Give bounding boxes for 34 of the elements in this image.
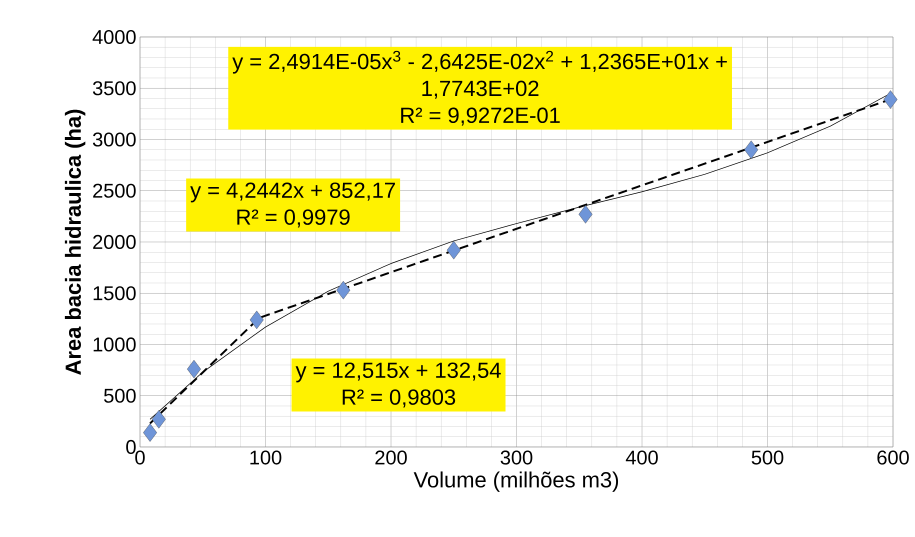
x-tick-label: 100 [250,450,282,465]
y-axis-title: Area bacia hidraulica (ha) [64,110,86,375]
y-tick-label: 0 [126,440,136,454]
x-tick-label: 500 [752,450,784,465]
point [143,423,157,442]
point [884,90,898,109]
y-tick-label: 1000 [94,337,136,352]
annotation: y = 4,2442x + 852,17 [190,182,395,202]
point [250,310,264,330]
y-tick-label: 3000 [92,132,136,147]
point [187,360,201,378]
point [744,140,758,159]
y-tick-label: 1500 [94,286,136,300]
annotation: R² = 9,9272E-01 [401,108,560,126]
annotation: y = 2,4914E-05x$^{3}$ - 2,6425E-02x$^{2}$ + 1,2365E+01x + [232,50,727,74]
y-tick-label: 3500 [92,81,136,96]
point [578,205,592,224]
annotation: 1,7743E+02 [422,80,538,99]
x-tick-label: 600 [877,450,909,465]
y-tick-label: 2500 [93,184,136,198]
annotation: y = 12,515x + 132,54 [296,362,501,382]
x-tick-label: 0 [135,450,145,465]
y-tick-label: 2000 [93,234,136,250]
y-tick-label: 4000 [92,30,136,44]
point [446,240,461,260]
x-axis-title: Volume (milhões m3) [414,471,618,492]
point [336,280,350,300]
annotation: R² = 0,9979 [237,209,350,228]
annotation: R² = 0,9803 [342,389,456,408]
x-tick-label: 300 [500,450,532,465]
x-tick-label: 400 [626,450,658,465]
x-tick-label: 200 [375,450,407,465]
point [152,410,166,429]
y-tick-label: 500 [104,388,136,403]
